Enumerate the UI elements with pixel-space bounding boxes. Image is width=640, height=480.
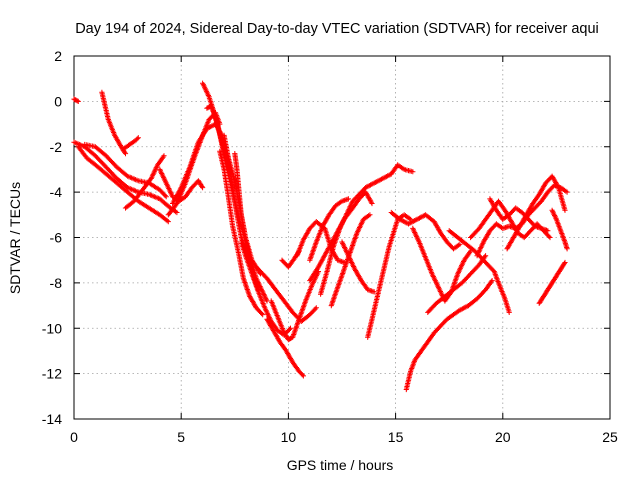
- x-tick-label: 0: [70, 429, 78, 445]
- data-point-markers: [307, 189, 375, 284]
- data-point-markers: [403, 278, 495, 393]
- data-series-arc-6: [120, 135, 141, 152]
- data-series-arc-29: [410, 225, 474, 304]
- x-axis-label: GPS time / hours: [287, 457, 394, 473]
- data-points: [71, 80, 570, 393]
- data-series-arc-28: [388, 209, 463, 252]
- data-series-arc-5: [99, 89, 129, 157]
- data-series-arc-22: [307, 196, 351, 263]
- y-tick-label: -2: [50, 139, 63, 155]
- data-series-arc-23: [318, 162, 416, 297]
- data-series-arc-37: [536, 259, 568, 306]
- y-tick-label: -10: [42, 320, 62, 336]
- data-point-markers: [425, 253, 489, 315]
- data-series-arc-7: [122, 153, 167, 211]
- data-series-arc-38: [549, 207, 570, 252]
- data-point-markers: [255, 266, 319, 324]
- data-point-markers: [365, 212, 414, 340]
- data-series-arc-27: [365, 212, 414, 340]
- data-series-arc-26: [339, 239, 377, 295]
- data-point-markers: [318, 162, 416, 297]
- y-tick-label: -12: [42, 366, 62, 382]
- data-point-markers: [410, 225, 474, 304]
- data-point-markers: [122, 153, 167, 211]
- data-series-arc-19: [268, 268, 321, 343]
- data-series-arc-30: [403, 278, 495, 393]
- data-point-markers: [120, 135, 141, 152]
- data-point-markers: [504, 173, 568, 252]
- data-series-arc-24: [307, 189, 375, 284]
- data-series-arc-17: [264, 316, 306, 379]
- data-series-arc-32: [446, 228, 512, 315]
- data-point-markers: [446, 228, 512, 315]
- y-tick-label: -4: [50, 184, 63, 200]
- data-point-markers: [307, 196, 351, 263]
- data-series-arc-36: [504, 173, 568, 252]
- data-point-markers: [268, 268, 321, 343]
- data-point-markers: [388, 209, 463, 252]
- data-series-arc-1: [71, 96, 81, 104]
- data-point-markers: [99, 89, 129, 157]
- y-tick-label: -6: [50, 230, 63, 246]
- y-tick-label: -14: [42, 411, 62, 427]
- data-series-arc-16: [255, 266, 319, 324]
- data-point-markers: [217, 148, 266, 318]
- data-point-markers: [339, 239, 377, 295]
- data-point-markers: [264, 316, 306, 379]
- y-tick-label: 0: [54, 93, 62, 109]
- x-tick-label: 10: [281, 429, 297, 445]
- y-tick-label: 2: [54, 48, 62, 64]
- y-tick-label: -8: [50, 275, 63, 291]
- data-series-arc-31: [425, 253, 489, 315]
- data-point-markers: [549, 207, 570, 252]
- x-tick-label: 15: [388, 429, 404, 445]
- chart-title: Day 194 of 2024, Sidereal Day-to-day VTE…: [75, 21, 599, 37]
- grid-lines: [74, 56, 610, 419]
- x-tick-label: 5: [177, 429, 185, 445]
- x-tick-label: 20: [495, 429, 511, 445]
- y-axis-label: SDTVAR / TECUs: [7, 182, 23, 294]
- data-point-markers: [71, 96, 81, 104]
- x-tick-label: 25: [602, 429, 618, 445]
- data-point-markers: [536, 259, 568, 306]
- data-series-arc-15: [217, 148, 266, 318]
